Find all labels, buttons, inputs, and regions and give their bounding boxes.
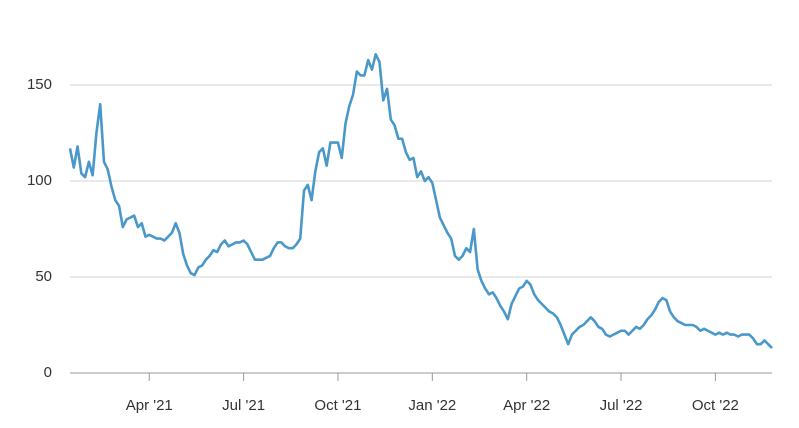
line-series [68,52,773,349]
x-tick-label: Jul '21 [222,397,265,414]
x-tick-label: Jan '22 [408,397,456,414]
y-tick-label: 0 [44,364,52,381]
x-tick-label: Oct '22 [692,397,739,414]
x-tick-label: Jul '22 [600,397,643,414]
x-tick-label: Apr '21 [126,397,173,414]
x-tick-label: Oct '21 [314,397,361,414]
x-tick-label: Apr '22 [503,397,550,414]
y-tick-label: 150 [27,76,52,93]
y-tick-label: 100 [27,172,52,189]
y-tick-label: 50 [35,268,52,285]
